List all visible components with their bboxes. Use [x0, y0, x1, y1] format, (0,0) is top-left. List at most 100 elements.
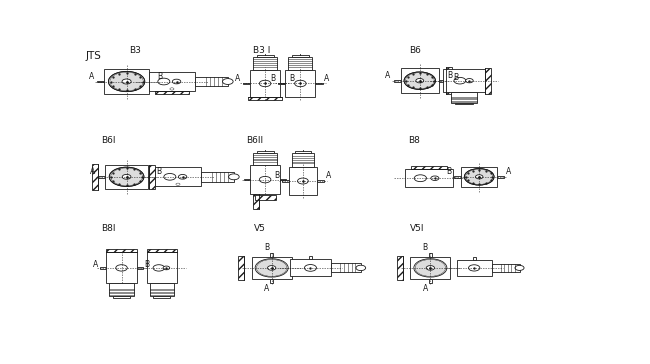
Bar [149, 165, 155, 189]
Text: A: A [326, 171, 331, 180]
Circle shape [122, 79, 131, 84]
Bar [201, 172, 234, 182]
Circle shape [515, 265, 524, 270]
Circle shape [294, 80, 306, 87]
Bar [250, 165, 280, 194]
Text: B: B [289, 74, 294, 83]
Bar [155, 167, 201, 186]
Text: JTS: JTS [85, 51, 101, 61]
Bar [315, 83, 322, 84]
Bar [250, 70, 280, 97]
Circle shape [469, 265, 480, 271]
Bar [289, 56, 313, 70]
Text: A: A [89, 72, 94, 81]
Bar [248, 97, 281, 100]
Bar [107, 253, 136, 283]
Circle shape [172, 79, 181, 84]
Circle shape [298, 178, 308, 184]
Circle shape [170, 88, 174, 90]
Text: B: B [270, 74, 276, 83]
Bar [255, 195, 276, 200]
Bar [492, 264, 519, 272]
Bar [393, 80, 400, 82]
Circle shape [454, 78, 466, 84]
Text: B8I: B8I [101, 225, 116, 233]
Bar [243, 83, 250, 84]
Bar [446, 67, 452, 94]
Text: A: A [90, 167, 96, 176]
Text: V5I: V5I [410, 225, 424, 233]
Circle shape [111, 168, 142, 186]
Bar [149, 81, 156, 82]
Circle shape [406, 73, 434, 89]
Bar [429, 253, 432, 257]
Bar [309, 256, 312, 260]
Bar [107, 249, 136, 253]
Bar [410, 257, 450, 279]
Bar [147, 253, 177, 283]
Bar [405, 169, 453, 187]
Bar [153, 296, 170, 298]
Text: B8: B8 [408, 136, 419, 145]
Bar [239, 256, 244, 280]
Bar [295, 151, 311, 153]
Text: B: B [144, 260, 150, 269]
Bar [253, 56, 277, 70]
Text: B: B [422, 243, 428, 252]
Circle shape [431, 176, 439, 181]
Circle shape [356, 265, 366, 270]
Circle shape [164, 174, 176, 180]
Bar [149, 72, 195, 91]
Text: B6: B6 [409, 47, 421, 55]
Bar [105, 165, 148, 189]
Bar [100, 267, 107, 269]
Text: A: A [385, 71, 391, 80]
Text: B: B [157, 72, 162, 81]
Bar [400, 68, 439, 93]
Bar [280, 179, 286, 181]
Text: B6II: B6II [246, 136, 264, 145]
Bar [280, 83, 287, 84]
Circle shape [415, 260, 445, 276]
Circle shape [414, 175, 426, 182]
Bar [257, 151, 274, 153]
Bar [429, 279, 432, 283]
Bar [285, 70, 315, 97]
Bar [105, 69, 149, 94]
Circle shape [257, 260, 287, 276]
Bar [109, 283, 134, 296]
Bar [331, 264, 361, 272]
Bar [461, 167, 497, 187]
Bar [253, 153, 277, 165]
Circle shape [110, 72, 143, 91]
Circle shape [464, 169, 494, 185]
Text: B3: B3 [129, 47, 141, 55]
Bar [148, 176, 155, 178]
Bar [270, 253, 273, 257]
Bar [92, 164, 98, 190]
Text: A: A [422, 284, 428, 293]
Bar [289, 167, 317, 195]
Bar [292, 55, 309, 56]
Bar [257, 55, 274, 56]
Bar [98, 81, 105, 82]
Bar [113, 296, 130, 298]
Text: B: B [447, 71, 452, 80]
Bar [397, 256, 403, 280]
Text: A: A [506, 167, 511, 176]
Text: B: B [453, 73, 458, 82]
Circle shape [476, 175, 483, 179]
Text: B: B [446, 167, 451, 176]
Text: A: A [264, 284, 269, 293]
Bar [456, 260, 492, 276]
Bar [155, 91, 189, 94]
Circle shape [178, 174, 187, 179]
Bar [195, 76, 228, 86]
Bar [439, 80, 446, 82]
Bar [454, 176, 461, 178]
Circle shape [109, 71, 145, 92]
Circle shape [426, 266, 434, 270]
Circle shape [153, 265, 164, 271]
Bar [98, 176, 105, 178]
Circle shape [268, 266, 276, 270]
